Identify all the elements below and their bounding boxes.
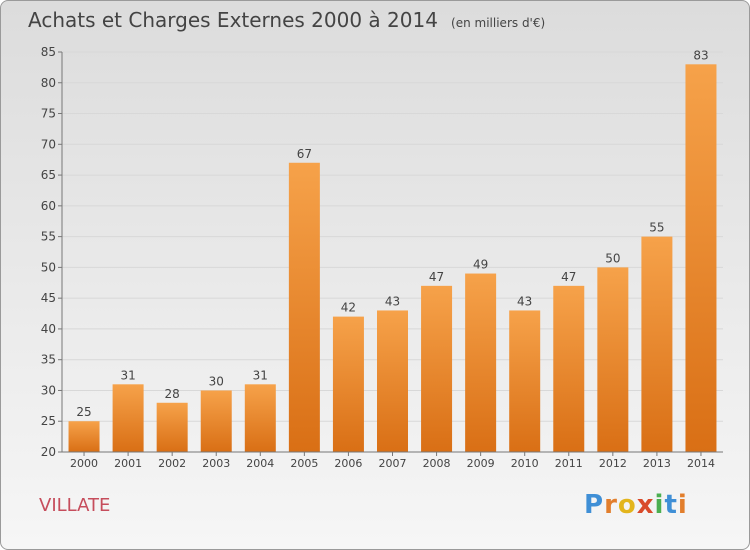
logo-letter: P (584, 490, 605, 520)
logo-letter: r (604, 490, 618, 520)
y-tick-label: 45 (41, 291, 56, 305)
x-tick-label: 2001 (114, 457, 142, 470)
x-tick-label: 2008 (423, 457, 451, 470)
bar-2012[interactable] (597, 267, 629, 452)
x-tick-label: 2000 (70, 457, 98, 470)
y-tick-label: 40 (41, 322, 56, 336)
bar-2000[interactable] (68, 421, 100, 452)
value-label: 43 (517, 294, 532, 308)
y-tick-label: 60 (41, 199, 56, 213)
bar-2008[interactable] (421, 285, 453, 452)
value-label: 31 (120, 368, 135, 382)
bar-2014[interactable] (685, 64, 717, 453)
y-tick-label: 80 (41, 76, 56, 90)
y-tick-label: 55 (41, 230, 56, 244)
x-tick-label: 2009 (467, 457, 495, 470)
bar-2001[interactable] (112, 384, 144, 452)
value-label: 30 (209, 374, 224, 388)
y-tick-label: 75 (41, 107, 56, 121)
town-name: VILLATE (39, 495, 111, 516)
y-tick-label: 20 (41, 445, 56, 459)
title-row: Achats et Charges Externes 2000 à 2014 (… (28, 8, 545, 32)
value-label: 67 (297, 147, 312, 161)
x-tick-label: 2003 (202, 457, 230, 470)
bar-2013[interactable] (641, 236, 673, 452)
value-label: 42 (341, 301, 356, 315)
x-tick-label: 2013 (643, 457, 671, 470)
bar-2009[interactable] (465, 273, 497, 452)
bar-2006[interactable] (332, 316, 364, 452)
x-tick-label: 2004 (246, 457, 274, 470)
value-label: 50 (605, 251, 620, 265)
labels: 20 25 30 35 40 45 50 55 60 65 70 75 80 85 25 2000 31 2001… (41, 45, 715, 470)
y-tick-label: 70 (41, 137, 56, 151)
value-label: 55 (649, 221, 664, 235)
logo-letter: x (636, 490, 655, 520)
x-tick-label: 2006 (334, 457, 362, 470)
bar-2007[interactable] (377, 310, 408, 452)
bar-2002[interactable] (156, 402, 188, 452)
logo-letter: i (677, 490, 688, 520)
x-tick-label: 2014 (687, 457, 715, 470)
value-label: 43 (385, 294, 400, 308)
value-label: 31 (253, 368, 268, 382)
value-label: 25 (76, 405, 91, 419)
bar-2011[interactable] (553, 285, 585, 452)
value-label: 47 (561, 270, 576, 284)
x-tick-label: 2002 (158, 457, 186, 470)
bars (68, 64, 717, 453)
x-tick-label: 2010 (511, 457, 539, 470)
proxiti-logo[interactable]: Proxiti (584, 490, 688, 520)
y-tick-label: 30 (41, 383, 56, 397)
y-tick-label: 65 (41, 168, 56, 182)
x-tick-label: 2011 (555, 457, 583, 470)
x-tick-label: 2007 (379, 457, 407, 470)
bar-2003[interactable] (200, 390, 232, 452)
y-tick-label: 50 (41, 260, 56, 274)
value-label: 49 (473, 258, 488, 272)
bar-2004[interactable] (244, 384, 276, 452)
y-tick-label: 35 (41, 353, 56, 367)
bar-2010[interactable] (509, 310, 541, 452)
logo-letter: o (617, 490, 637, 520)
logo-letter: i (654, 490, 665, 520)
y-tick-label: 85 (41, 45, 56, 59)
bar-2005[interactable] (288, 162, 320, 452)
value-label: 28 (165, 387, 180, 401)
value-label: 47 (429, 270, 444, 284)
chart-title: Achats et Charges Externes 2000 à 2014 (28, 8, 438, 32)
x-tick-label: 2012 (599, 457, 627, 470)
x-tick-label: 2005 (290, 457, 318, 470)
y-tick-label: 25 (41, 414, 56, 428)
chart-subtitle: (en milliers d'€) (451, 16, 546, 30)
value-label: 83 (693, 48, 708, 62)
axes (58, 51, 723, 456)
logo-letter: t (664, 490, 678, 520)
